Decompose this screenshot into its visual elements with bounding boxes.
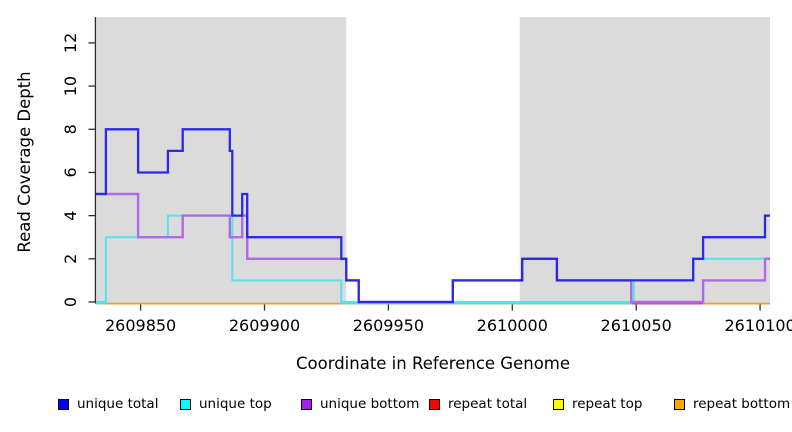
y-tick-label: 12: [61, 33, 80, 53]
x-tick-label: 2610100: [724, 316, 792, 335]
x-tick-label: 2609850: [105, 316, 176, 335]
y-tick-label: 4: [61, 211, 80, 221]
x-tick-label: 2610050: [601, 316, 672, 335]
legend-item-repeat-bottom: repeat bottom: [674, 394, 790, 414]
legend-swatch-icon: [301, 398, 312, 410]
y-tick-label: 8: [61, 124, 80, 134]
x-tick-label: 2610000: [477, 316, 548, 335]
y-tick-label: 6: [61, 167, 80, 177]
y-tick-label: 2: [61, 254, 80, 264]
legend-swatch-icon: [553, 398, 564, 410]
chart-legend: unique total unique top unique bottom repea…: [0, 394, 792, 418]
legend-label: repeat total: [448, 396, 528, 412]
legend-item-repeat-top: repeat top: [553, 394, 642, 414]
series-line-unique-total: [96, 128, 770, 304]
legend-swatch-icon: [674, 398, 685, 410]
y-tick-label: 10: [61, 76, 80, 96]
x-tick-label: 2609900: [229, 316, 300, 335]
x-axis-title: Coordinate in Reference Genome: [296, 354, 570, 373]
y-tick-label: 0: [61, 297, 80, 307]
legend-label: unique total: [77, 396, 159, 412]
legend-item-repeat-total: repeat total: [429, 394, 527, 414]
x-tick-label: 2609950: [353, 316, 424, 335]
coverage-chart: 0 2 4 6 8 10 12 2609850 2609900 2609950 2610000 261…: [15, 17, 792, 373]
legend-label: unique top: [199, 396, 272, 412]
legend-label: unique bottom: [320, 396, 420, 412]
legend-item-unique-total: unique total: [58, 394, 158, 414]
legend-label: repeat top: [572, 396, 643, 412]
legend-label: repeat bottom: [693, 396, 791, 412]
y-axis-title: Read Coverage Depth: [15, 71, 34, 252]
legend-item-unique-bottom: unique bottom: [301, 394, 419, 414]
legend-swatch-icon: [180, 398, 191, 410]
legend-swatch-icon: [58, 398, 69, 410]
repeat-region-shading: [96, 17, 347, 304]
legend-item-unique-top: unique top: [180, 394, 272, 414]
legend-swatch-icon: [429, 398, 440, 410]
repeat-region-shading: [519, 17, 770, 304]
